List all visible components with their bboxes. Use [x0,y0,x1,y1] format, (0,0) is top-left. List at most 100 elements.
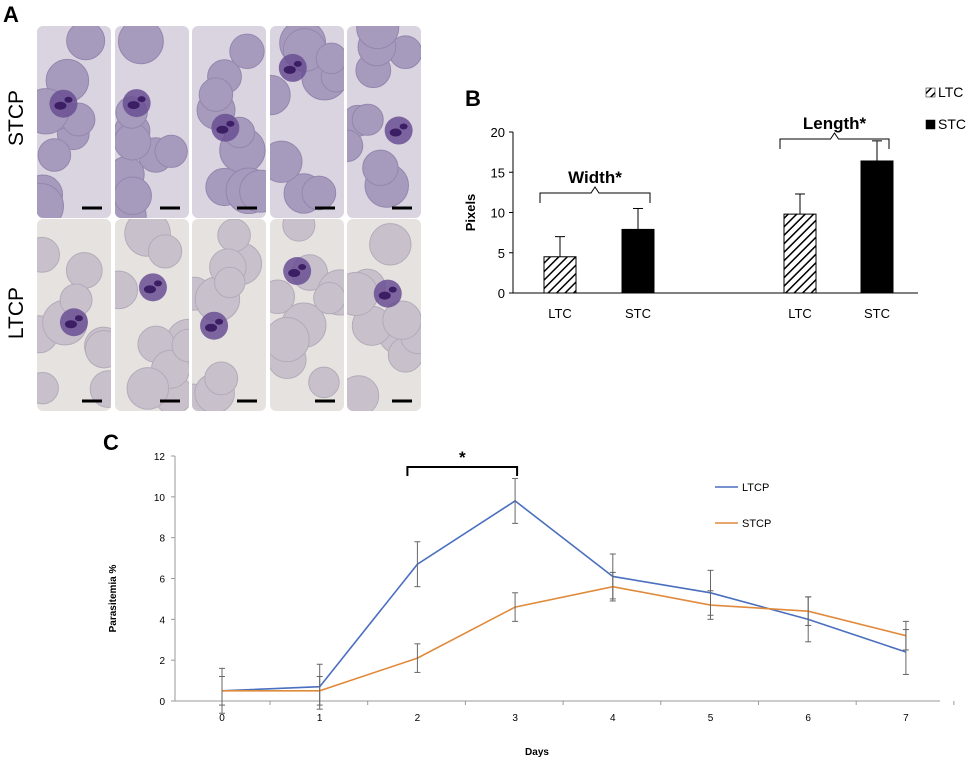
red-blood-cell [154,134,188,168]
red-blood-cell [270,140,303,183]
y-axis-title: Pixels [463,194,478,232]
red-blood-cell [126,367,170,410]
red-blood-cell [37,183,64,218]
y-tick-label: 12 [154,452,166,463]
red-blood-cells [347,223,421,411]
red-blood-cells [270,219,344,399]
bar-chart: 0 5 10 15 20 Pixels LTC STC Width* LTC STC Length* L… [463,84,966,321]
red-blood-cell [282,219,316,242]
significance-asterisk: * [459,448,466,467]
x-tick-label: 6 [805,713,811,724]
parasite-nucleus [64,320,77,329]
red-blood-cells [37,236,111,408]
micrograph-grid [37,26,421,411]
row-label-stcp: STCP [5,90,28,146]
legend-label-ltc: LTC [938,84,963,100]
series-line-ltcp [221,499,907,692]
red-blood-cell [115,270,139,310]
y-tick-label: 10 [491,206,505,221]
x-tick-label: STC [864,306,890,321]
red-blood-cell [369,223,412,266]
red-blood-cell [37,138,72,172]
red-blood-cell [214,266,246,299]
parasite-nucleus [389,128,402,137]
micrograph-tile-stcp-2 [115,26,189,218]
x-axis-title: Days [525,747,549,758]
legend-swatch-ltc [925,87,936,98]
parasite-nucleus [216,125,229,134]
parasite-nucleus [226,120,235,127]
micrograph-tile-ltcp-3 [192,219,266,411]
red-blood-cell [217,219,251,253]
legend-label-stc: STC [938,116,966,132]
micrograph-tile-stcp-5 [347,26,421,218]
x-tick-label: LTC [788,306,812,321]
y-tick-label: 2 [159,656,165,667]
red-blood-cell [66,26,106,61]
red-blood-cell [171,328,189,363]
parasite-nucleus [378,291,391,300]
red-blood-cell [270,279,296,315]
red-blood-cell [117,26,164,65]
parasite-nucleus [205,323,218,332]
panel-b: B 0 5 10 15 20 Pixels LTC STC Width* LTC STC Length… [463,84,966,321]
parasite-nucleus [388,286,397,293]
x-tick-label: 0 [219,713,225,724]
red-blood-cell [229,33,265,69]
x-tick-label: 5 [708,713,714,724]
red-blood-cell [301,175,337,211]
red-blood-cell [115,123,152,161]
bar-ltc-length [783,213,817,294]
y-tick-label: 0 [159,697,165,708]
red-blood-cell [347,129,364,162]
red-blood-cell [198,77,234,112]
micrograph-tile-stcp-1 [37,26,111,218]
red-blood-cell [362,149,399,187]
red-blood-cell [65,252,103,289]
red-blood-cells [196,33,266,215]
red-blood-cells [115,26,188,218]
red-blood-cell [382,300,421,340]
parasite-nucleus [143,285,156,294]
x-tick-label: 2 [415,713,421,724]
x-tick-label: 3 [512,713,518,724]
red-blood-cell [315,42,344,75]
parasite-nucleus [399,123,408,130]
red-blood-cells [192,219,263,411]
series-line-stcp [222,585,907,692]
red-blood-cell [89,370,111,408]
parasite-nucleus [64,96,73,103]
parasite-nucleus [215,318,224,325]
x-tick-label: LTC [548,306,572,321]
red-blood-cell [204,361,239,396]
group-bracket [779,132,890,149]
x-tick-label: 7 [903,713,909,724]
red-blood-cell [147,234,183,269]
bar-stc-length [860,160,894,294]
legend-swatch-stc [925,119,936,130]
group-label-length: Length* [803,114,867,133]
panel-letter-a: A [3,2,19,27]
bar-ltc-width [543,256,577,294]
micrograph-tile-ltcp-2 [115,219,189,411]
group-bracket [539,186,651,203]
micrograph-tile-stcp-4 [270,26,344,218]
panel-a: A STCP LTCP [3,2,421,411]
y-axis-title: Parasitemia % [108,564,119,632]
series-ltcp [219,477,909,714]
red-blood-cell [356,26,400,50]
y-tick-label: 8 [159,534,165,545]
micrograph-tile-ltcp-4 [270,219,344,411]
panel-letter-c: C [103,430,119,455]
red-blood-cell [351,103,384,136]
red-blood-cell [270,316,310,363]
red-blood-cells [270,26,344,214]
parasite-nucleus [153,280,162,287]
parasite-nucleus [283,65,296,74]
red-blood-cell [37,372,59,405]
significance-bracket [406,466,519,476]
red-blood-cell [347,375,380,411]
x-tick-label: 4 [610,713,616,724]
